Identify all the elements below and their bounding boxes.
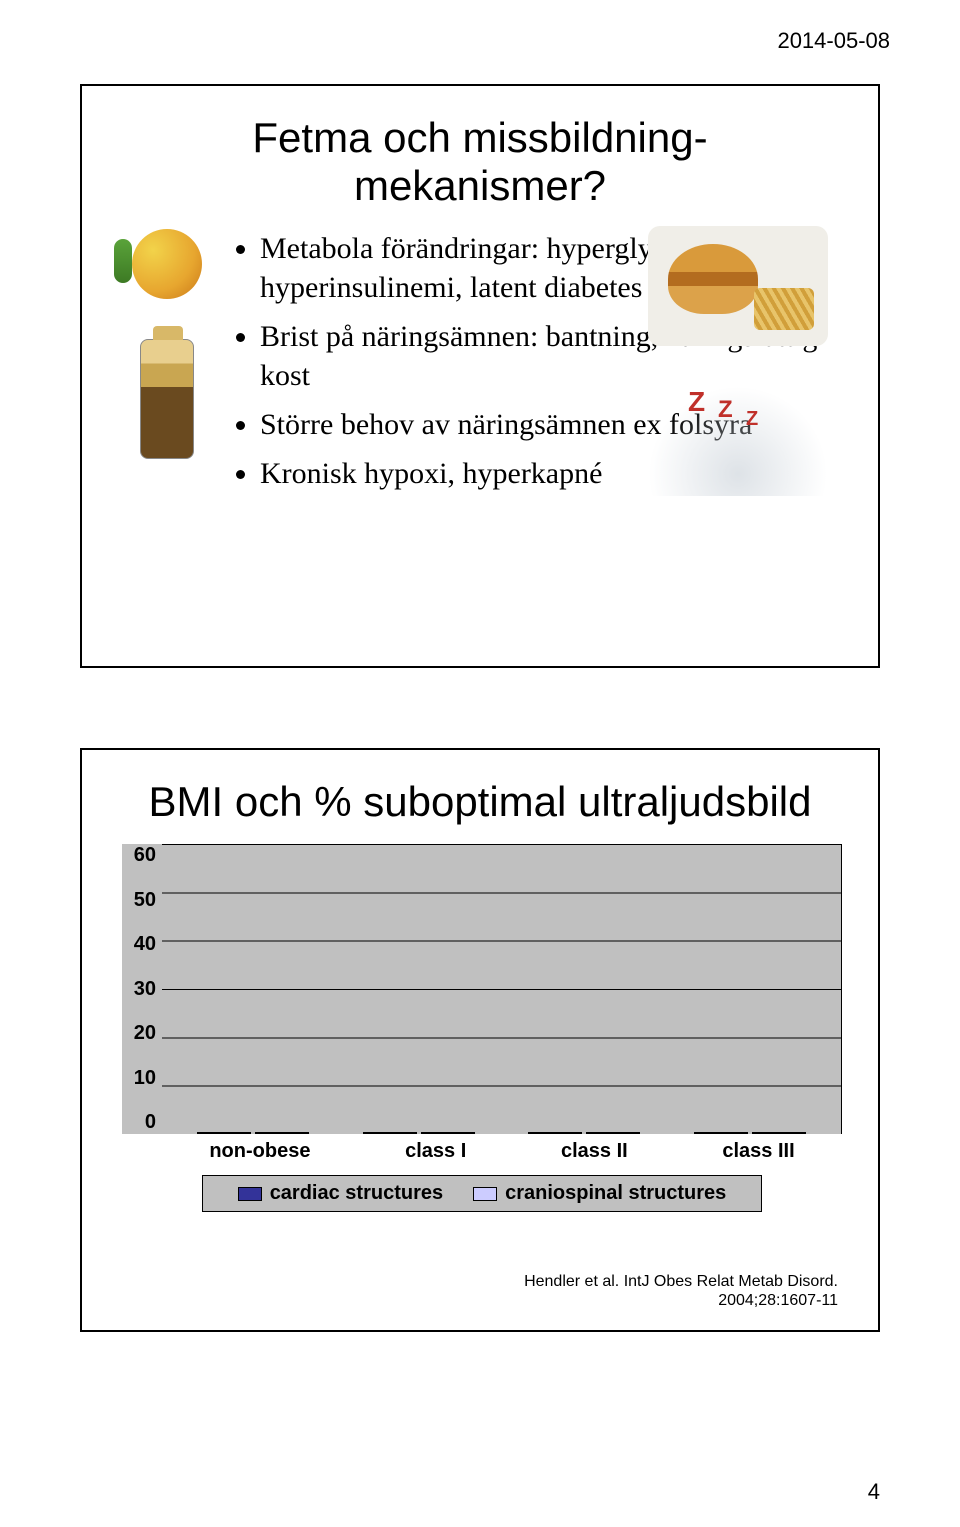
page: 2014-05-08 Fetma och missbildning- mekan… [0, 0, 960, 1527]
legend: cardiac structures craniospinal structur… [202, 1175, 762, 1212]
bar-group [694, 1132, 806, 1134]
chart-frame: 0 10 20 30 40 50 60 [122, 844, 842, 1134]
bar-series-b [752, 1132, 806, 1134]
legend-item-a: cardiac structures [238, 1182, 443, 1205]
legend-item-b: craniospinal structures [473, 1182, 726, 1205]
slide1-content: Metabola förändringar: hyperglykemi, hyp… [122, 229, 838, 503]
legend-label-b: craniospinal structures [505, 1182, 726, 1205]
y-tick: 60 [122, 844, 156, 867]
y-tick: 30 [122, 978, 156, 1001]
x-axis: non-obese class I class II class III [122, 1140, 842, 1163]
sleeping-icon: Z Z Z [648, 386, 828, 496]
bar-series-a [694, 1132, 748, 1134]
legend-swatch-b [473, 1187, 497, 1201]
x-category: class III [722, 1140, 794, 1163]
slide1-title: Fetma och missbildning- mekanismer? [122, 114, 838, 211]
fastfood-icon [648, 226, 828, 346]
supplement-bottle-icon [140, 339, 194, 459]
bar-group [363, 1132, 475, 1134]
slide1-left-images [122, 229, 212, 503]
slide-1: Fetma och missbildning- mekanismer? Meta… [80, 84, 880, 668]
x-category: non-obese [209, 1140, 310, 1163]
y-tick: 10 [122, 1067, 156, 1090]
bar-group [197, 1132, 309, 1134]
citation: Hendler et al. IntJ Obes Relat Metab Dis… [524, 1272, 838, 1310]
bar-series-b [586, 1132, 640, 1134]
legend-swatch-a [238, 1187, 262, 1201]
x-category: class II [561, 1140, 628, 1163]
y-tick: 40 [122, 933, 156, 956]
y-tick: 0 [122, 1111, 156, 1134]
bar-chart: 0 10 20 30 40 50 60 non-obese class I cl… [122, 844, 842, 1212]
slide2-title: BMI och % suboptimal ultraljudsbild [122, 778, 838, 826]
citation-line: Hendler et al. IntJ Obes Relat Metab Dis… [524, 1272, 838, 1291]
y-tick: 20 [122, 1022, 156, 1045]
bar-series-a [197, 1132, 251, 1134]
legend-label-a: cardiac structures [270, 1182, 443, 1205]
y-axis: 0 10 20 30 40 50 60 [122, 844, 162, 1134]
bar-series-a [528, 1132, 582, 1134]
slide-2: BMI och % suboptimal ultraljudsbild 0 10… [80, 748, 880, 1332]
bar-series-b [255, 1132, 309, 1134]
header-date: 2014-05-08 [70, 28, 890, 54]
x-category: class I [405, 1140, 466, 1163]
plot-area [162, 844, 842, 1134]
citation-line: 2004;28:1607-11 [524, 1291, 838, 1310]
y-tick: 50 [122, 889, 156, 912]
bar-series-a [363, 1132, 417, 1134]
page-number: 4 [868, 1479, 880, 1505]
slide1-right-images: Z Z Z [638, 226, 838, 496]
bar-group [528, 1132, 640, 1134]
fruit-icon [132, 229, 202, 299]
bar-series-b [421, 1132, 475, 1134]
